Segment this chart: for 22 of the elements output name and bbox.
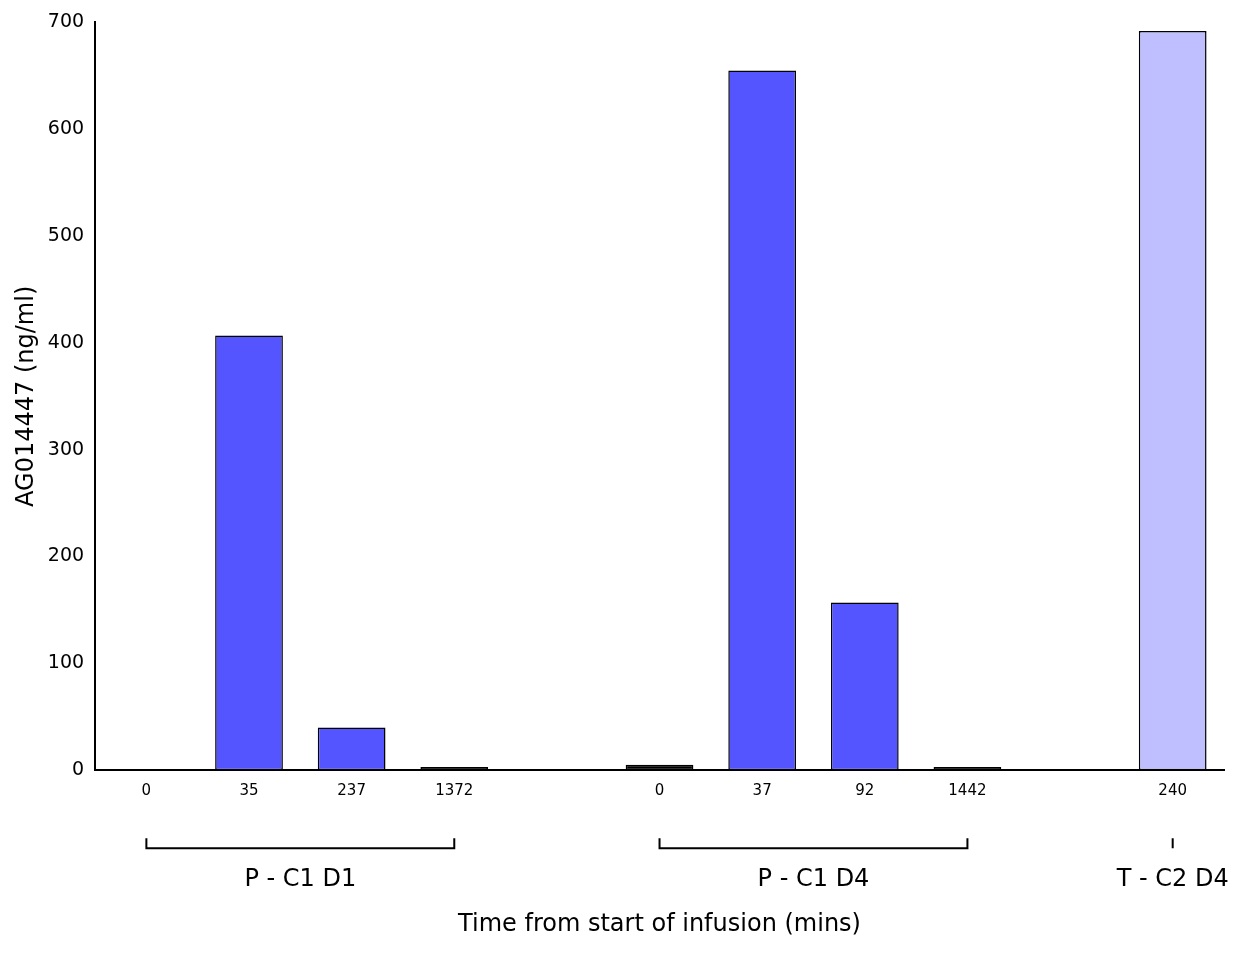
x-tick-label: 0 xyxy=(654,781,665,800)
y-tick-label: 700 xyxy=(47,9,85,32)
y-tick-label: 400 xyxy=(47,329,85,352)
y-axis-title: AG014447 (ng/ml) xyxy=(10,285,39,507)
y-tick-label: 300 xyxy=(47,436,85,459)
x-tick-label: 240 xyxy=(1158,781,1188,800)
y-tick-label: 100 xyxy=(47,650,85,673)
y-tick-label: 200 xyxy=(47,543,85,566)
text: T - C2 D4 xyxy=(1115,864,1229,893)
x-tick-label: 1372 xyxy=(435,781,474,800)
y-tick-label: 500 xyxy=(47,222,85,245)
x-tick-label: 1442 xyxy=(948,781,987,800)
y-tick-label: 0 xyxy=(71,757,85,780)
text: P - C1 D1 xyxy=(244,864,357,893)
x-tick-label: 37 xyxy=(752,781,772,800)
x-axis-title: Time from start of infusion (mins) xyxy=(457,908,861,937)
y-tick-label: 600 xyxy=(47,116,85,139)
text: P - C1 D4 xyxy=(757,864,870,893)
x-tick-label: 0 xyxy=(141,781,152,800)
x-tick-label: 35 xyxy=(239,781,259,800)
x-tick-label: 92 xyxy=(855,781,875,800)
x-tick-label: 237 xyxy=(337,781,366,800)
